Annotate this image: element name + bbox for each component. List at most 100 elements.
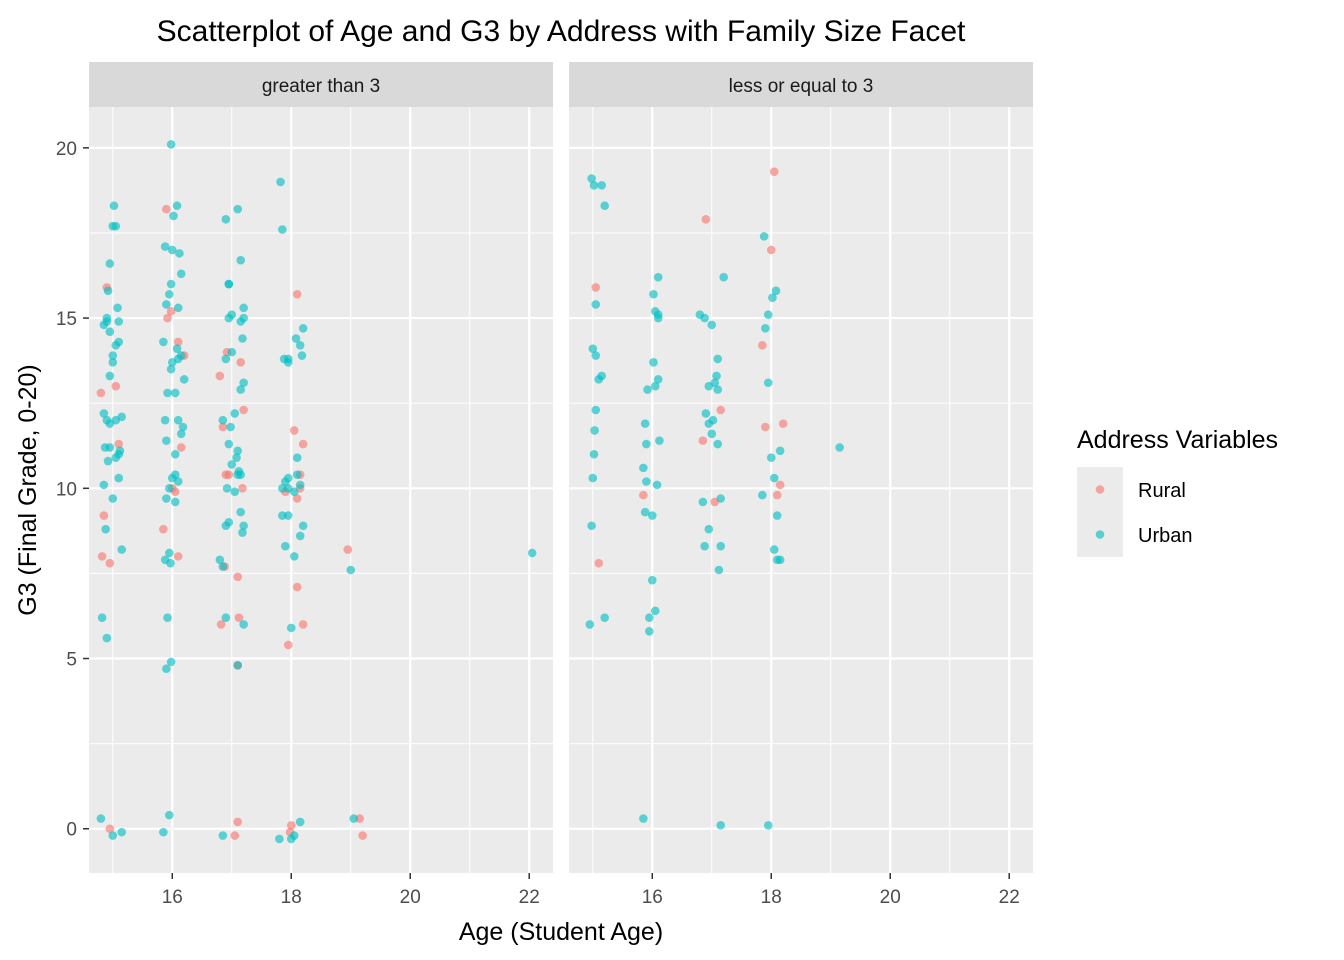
data-point-urban bbox=[647, 575, 657, 585]
panel-background bbox=[569, 107, 1033, 873]
data-point-urban bbox=[170, 449, 180, 459]
data-point-urban bbox=[114, 317, 124, 326]
data-point-urban bbox=[704, 524, 714, 534]
data-point-rural bbox=[224, 470, 234, 479]
data-point-urban bbox=[642, 477, 651, 486]
data-point-rural bbox=[176, 443, 186, 452]
data-point-urban bbox=[108, 831, 118, 840]
data-point-urban bbox=[165, 810, 174, 820]
data-point-urban bbox=[166, 657, 176, 667]
data-point-rural bbox=[111, 381, 121, 391]
data-point-rural bbox=[716, 405, 725, 415]
data-point-urban bbox=[236, 255, 245, 265]
y-tick-label: 20 bbox=[56, 139, 77, 160]
data-point-rural bbox=[215, 371, 225, 381]
data-point-urban bbox=[101, 524, 110, 534]
data-point-urban bbox=[349, 814, 359, 823]
data-point-urban bbox=[292, 453, 302, 462]
data-point-rural bbox=[292, 494, 302, 503]
data-point-urban bbox=[283, 473, 293, 483]
data-point-urban bbox=[649, 358, 658, 367]
data-point-urban bbox=[772, 511, 782, 520]
data-point-urban bbox=[162, 436, 171, 445]
data-point-urban bbox=[224, 439, 234, 449]
data-point-urban bbox=[173, 415, 183, 425]
data-point-urban bbox=[281, 541, 290, 551]
data-point-urban bbox=[233, 661, 243, 670]
data-point-urban bbox=[645, 626, 654, 636]
data-point-urban bbox=[227, 310, 237, 319]
data-point-urban bbox=[587, 521, 596, 531]
data-point-urban bbox=[763, 378, 773, 388]
data-point-urban bbox=[346, 565, 356, 575]
panel-background bbox=[89, 107, 553, 873]
y-tick-label: 15 bbox=[56, 309, 77, 330]
data-point-urban bbox=[713, 354, 723, 364]
data-point-rural bbox=[769, 167, 779, 176]
data-point-urban bbox=[233, 446, 243, 456]
data-point-urban bbox=[167, 245, 177, 255]
data-point-urban bbox=[278, 511, 287, 520]
data-point-urban bbox=[769, 545, 779, 554]
data-point-urban bbox=[295, 480, 305, 490]
data-point-rural bbox=[230, 831, 240, 840]
data-point-urban bbox=[713, 385, 723, 394]
data-point-urban bbox=[291, 334, 301, 343]
data-point-rural bbox=[162, 204, 171, 214]
data-point-urban bbox=[761, 323, 770, 333]
data-point-urban bbox=[645, 613, 654, 622]
data-point-urban bbox=[227, 347, 237, 357]
facet-panel: less or equal to 3 16 18 20 22 bbox=[569, 62, 1033, 908]
y-tick-label: 0 bbox=[66, 820, 77, 841]
data-point-rural bbox=[173, 552, 183, 561]
data-point-urban bbox=[707, 429, 717, 439]
data-point-rural bbox=[766, 245, 776, 255]
data-point-urban bbox=[713, 439, 723, 449]
data-point-urban bbox=[165, 483, 174, 493]
data-point-urban bbox=[159, 827, 168, 837]
data-point-rural bbox=[286, 821, 296, 830]
series-rural bbox=[96, 204, 367, 840]
x-tick-label: 22 bbox=[999, 887, 1020, 908]
data-point-urban bbox=[114, 337, 124, 347]
data-point-urban bbox=[105, 419, 115, 428]
data-point-rural bbox=[105, 824, 115, 834]
data-point-urban bbox=[99, 409, 109, 418]
data-point-urban bbox=[105, 327, 115, 336]
data-point-urban bbox=[176, 429, 186, 439]
data-point-urban bbox=[166, 140, 176, 149]
data-point-urban bbox=[115, 446, 125, 456]
data-point-rural bbox=[775, 480, 785, 490]
data-point-urban bbox=[230, 487, 240, 497]
data-point-urban bbox=[653, 375, 663, 384]
data-point-urban bbox=[215, 555, 225, 565]
data-point-urban bbox=[585, 620, 595, 629]
data-point-urban bbox=[589, 449, 599, 459]
data-point-urban bbox=[283, 358, 293, 367]
data-point-urban bbox=[103, 456, 113, 466]
data-point-urban bbox=[166, 364, 176, 374]
data-point-urban bbox=[283, 511, 293, 520]
data-point-urban bbox=[176, 269, 186, 279]
data-point-rural bbox=[173, 337, 183, 347]
data-point-urban bbox=[297, 351, 307, 360]
data-point-urban bbox=[113, 303, 122, 313]
data-point-urban bbox=[170, 497, 180, 507]
data-point-urban bbox=[710, 378, 720, 388]
data-point-urban bbox=[111, 221, 121, 231]
data-point-urban bbox=[232, 453, 241, 462]
data-point-urban bbox=[105, 371, 115, 381]
data-point-urban bbox=[298, 323, 308, 333]
data-point-urban bbox=[769, 473, 779, 483]
data-point-urban bbox=[650, 306, 660, 316]
legend-label-rural: Rural bbox=[1138, 480, 1186, 502]
data-point-urban bbox=[655, 436, 664, 445]
x-tick-label: 20 bbox=[400, 887, 421, 908]
y-tick-label: 10 bbox=[56, 479, 77, 500]
data-point-urban bbox=[175, 249, 184, 258]
data-point-rural bbox=[97, 552, 107, 561]
data-point-urban bbox=[708, 415, 718, 425]
legend-label-urban: Urban bbox=[1138, 525, 1192, 547]
data-point-rural bbox=[233, 817, 243, 827]
